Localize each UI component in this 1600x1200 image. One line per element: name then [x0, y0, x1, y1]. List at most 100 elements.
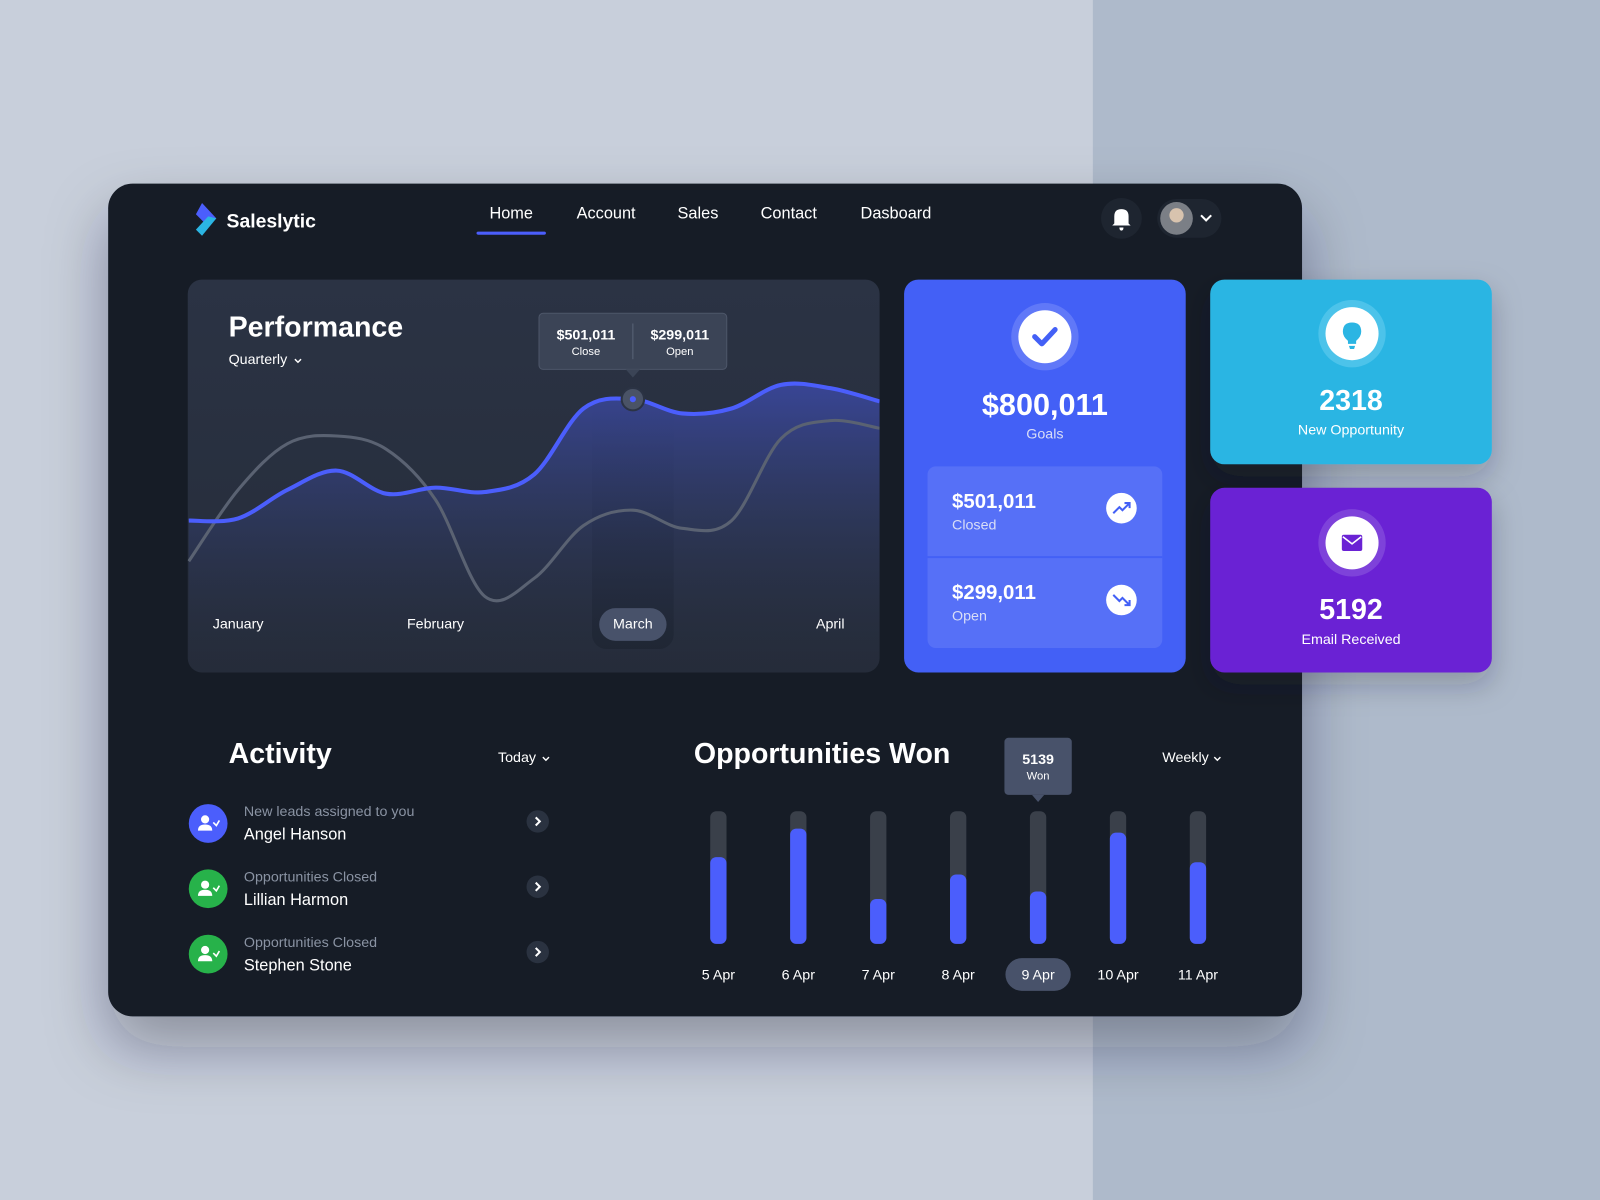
bar [710, 857, 727, 944]
email-card [1210, 487, 1492, 673]
tooltip-value: $299,011 [650, 328, 709, 344]
closed-value: $501,011 [952, 491, 1036, 513]
tooltip-pointer [1031, 794, 1045, 803]
avatar-face [1169, 208, 1184, 223]
performance-chart [187, 381, 880, 673]
tooltip-pointer [625, 369, 641, 378]
open-value: $299,011 [952, 582, 1036, 604]
logo [195, 203, 217, 236]
bar [950, 874, 967, 944]
x-tick-label: 5 Apr [702, 968, 736, 984]
activity-icon-body [197, 955, 213, 962]
activity-icon-bg [188, 804, 228, 843]
x-tick-label: 11 Apr [1178, 968, 1218, 984]
activity-name: Lillian Harmon [244, 891, 348, 909]
tooltip [1004, 737, 1072, 795]
bar [870, 898, 887, 944]
goals-value: $800,011 [982, 388, 1108, 422]
performance-overlay: January February March April $501,011 Close $2… [213, 312, 845, 641]
tooltip-series: Close [572, 346, 601, 358]
check-icon-bg [1018, 310, 1072, 364]
stat-value: 5192 [1319, 594, 1383, 626]
x-tick-label: April [816, 616, 845, 632]
activity-icon-bg [188, 934, 228, 974]
chevron-right [534, 881, 542, 892]
tooltip-series: Open [666, 346, 693, 358]
activity-open-button[interactable] [526, 810, 549, 833]
activity-icon-head [201, 945, 210, 955]
activity-icon-badge [212, 950, 221, 958]
chart-title: Opportunities Won [694, 738, 951, 770]
tooltip-label: Won [1027, 771, 1050, 783]
nav-underline [476, 231, 546, 235]
trend-down-icon [1112, 594, 1131, 607]
trend-up-icon [1112, 502, 1131, 514]
activity-filter[interactable]: Today [498, 750, 537, 766]
chevron [1200, 214, 1212, 222]
activity-icon-bg [188, 869, 228, 909]
chevron [542, 756, 550, 762]
brand-name[interactable]: Saleslytic [227, 210, 317, 232]
activity-icon-badge [212, 819, 221, 827]
chart-title: Performance [229, 312, 404, 344]
bulb-icon [1342, 322, 1362, 349]
activity-icon-head [201, 880, 210, 889]
open-label: Open [952, 608, 987, 624]
activity-caption: Opportunities Closed [244, 870, 377, 886]
line [188, 381, 880, 524]
tooltip-value: $501,011 [557, 328, 616, 344]
period-select[interactable]: Quarterly [229, 352, 289, 368]
active-pill [599, 608, 667, 641]
activity-open-button[interactable] [526, 875, 549, 898]
nav-item[interactable]: Account [577, 204, 636, 222]
activity-caption: Opportunities Closed [244, 935, 377, 951]
activity-title: Activity [229, 738, 332, 770]
activity-caption: New leads assigned to you [244, 804, 415, 820]
active-pill [1005, 958, 1071, 991]
activity-icon-badge [212, 885, 221, 893]
activity-open-button[interactable] [526, 940, 549, 964]
x-tick-label: 7 Apr [862, 968, 896, 984]
mail-flap [1342, 536, 1362, 545]
x-tick-label: 10 Apr [1097, 968, 1138, 984]
nav-item[interactable]: Home [489, 204, 533, 222]
bell-icon [1112, 209, 1131, 231]
bar [790, 828, 807, 944]
nav-item[interactable]: Sales [678, 204, 719, 222]
activity-icon-head [201, 815, 210, 824]
activity-list: New leads assigned to you Angel Hanson Opp… [188, 804, 549, 974]
nav-item[interactable]: Contact [761, 204, 818, 222]
point [629, 396, 636, 403]
line [187, 418, 880, 603]
bar [1029, 891, 1047, 944]
check-icon [1032, 327, 1058, 347]
chevron-right [534, 947, 542, 957]
chevron [294, 358, 302, 364]
activity-name: Angel Hanson [244, 826, 346, 844]
bar [1109, 832, 1127, 944]
closed-label: Closed [952, 518, 996, 534]
chevron-right [534, 816, 542, 827]
activity-icon-body [197, 824, 213, 831]
activity-icon-body [197, 889, 213, 896]
bar-chart: 5 Apr 6 Apr 7 Apr 8 Apr 9 Apr 5139 Won 10 Apr 11… [702, 737, 1218, 991]
area [188, 383, 880, 673]
x-tick-label: January [213, 616, 265, 632]
stat-label: New Opportunity [1298, 423, 1405, 439]
x-tick-label: March [613, 616, 653, 632]
tooltip-value: 5139 [1022, 752, 1054, 768]
x-tick-label: 6 Apr [782, 968, 816, 984]
goals-label: Goals [1026, 427, 1063, 443]
nav: Home Account Sales Contact Dasboard [476, 204, 932, 235]
bar [1189, 862, 1207, 944]
chart-filter[interactable]: Weekly [1162, 750, 1209, 766]
chevron [1213, 756, 1221, 762]
nav-item[interactable]: Dasboard [861, 204, 932, 222]
opportunity-card [1210, 279, 1492, 465]
x-tick-label: February [407, 616, 465, 632]
activity-name: Stephen Stone [244, 956, 352, 974]
stat-label: Email Received [1301, 632, 1400, 648]
x-tick-label: 9 Apr [1021, 968, 1055, 984]
